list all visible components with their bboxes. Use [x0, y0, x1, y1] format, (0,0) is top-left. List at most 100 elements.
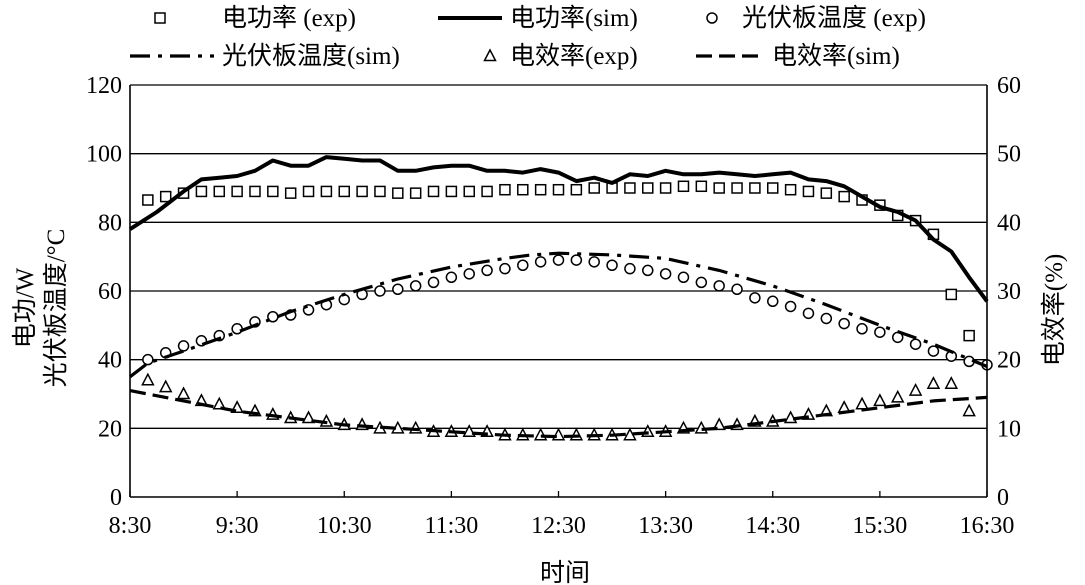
series-marker-0: [767, 182, 779, 194]
series-marker-2: [463, 268, 475, 280]
series-marker-0: [963, 329, 975, 342]
series-marker-0: [249, 185, 261, 198]
series-marker-0: [517, 183, 529, 196]
series-marker-2: [838, 317, 850, 330]
legend-label: 电效率(exp): [510, 42, 638, 70]
series-marker-4: [212, 396, 227, 410]
series-marker-0: [677, 180, 690, 193]
series-marker-0: [284, 187, 297, 199]
series-marker-0: [749, 182, 761, 194]
series-marker-2: [481, 264, 493, 277]
series-marker-2: [624, 262, 636, 275]
series-marker-2: [552, 254, 565, 266]
series-marker-2: [820, 312, 833, 325]
series-marker-4: [533, 427, 548, 441]
series-marker-4: [141, 372, 155, 386]
series-marker-2: [802, 307, 815, 320]
series-marker-2: [909, 338, 922, 350]
series-marker-2: [445, 271, 458, 284]
y-left-tick-label: 100: [86, 142, 122, 168]
series-marker-2: [517, 259, 529, 271]
series-marker-2: [570, 254, 583, 266]
series-marker-0: [570, 183, 583, 196]
y-right-tick-label: 10: [997, 416, 1021, 442]
series-marker-2: [927, 345, 940, 357]
y-axis-right-title: 电效率(%): [1040, 254, 1068, 366]
series-marker-0: [302, 185, 315, 198]
series-marker-2: [588, 256, 600, 268]
series-marker-0: [713, 182, 725, 194]
series-marker-0: [427, 185, 440, 198]
series-marker-4: [712, 417, 726, 431]
series-marker-0: [213, 185, 226, 198]
legend-label: 电效率(sim): [772, 42, 900, 70]
legend-label: 光伏板温度 (exp): [742, 4, 926, 32]
series-marker-0: [445, 185, 458, 198]
legend-swatch-marker: [483, 48, 497, 62]
y-left-tick-label: 60: [98, 279, 122, 305]
series-marker-0: [231, 185, 243, 198]
series-marker-2: [695, 276, 708, 289]
series-marker-0: [195, 185, 208, 198]
x-tick-label: 9:30: [216, 513, 259, 539]
legend-label: 光伏板温度(sim): [222, 42, 400, 70]
series-marker-0: [588, 182, 600, 194]
series-marker-0: [338, 185, 350, 198]
legend-label: 电功率(sim): [510, 4, 638, 32]
x-tick-label: 8:30: [109, 513, 152, 539]
legend-label: 电功率 (exp): [222, 4, 356, 32]
x-tick-label: 13:30: [638, 513, 693, 539]
series-marker-2: [374, 285, 386, 297]
x-tick-label: 11:30: [424, 513, 478, 539]
series-marker-4: [408, 420, 423, 434]
x-tick-label: 10:30: [317, 513, 372, 539]
series-marker-0: [267, 185, 279, 198]
series-marker-2: [874, 326, 886, 338]
series-marker-2: [767, 295, 779, 308]
series-marker-0: [820, 187, 833, 199]
series-marker-0: [374, 185, 386, 198]
series-marker-4: [551, 427, 566, 441]
series-marker-2: [534, 256, 547, 268]
series-marker-4: [855, 396, 869, 410]
series-marker-2: [606, 259, 618, 271]
y-right-tick-label: 0: [997, 485, 1009, 511]
x-tick-label: 15:30: [853, 513, 908, 539]
series-marker-2: [856, 323, 868, 335]
series-marker-2: [409, 280, 422, 292]
series-marker-2: [677, 271, 690, 284]
y-left-tick-label: 20: [98, 416, 122, 442]
series-marker-4: [158, 379, 173, 393]
series-marker-2: [731, 283, 743, 296]
y-right-tick-label: 60: [997, 73, 1021, 99]
series-marker-4: [908, 382, 923, 396]
grid-lines: [130, 84, 987, 429]
series-marker-0: [159, 190, 172, 203]
y-right-tick-label: 30: [997, 279, 1021, 305]
series-marker-2: [659, 268, 672, 280]
series-marker-0: [642, 182, 654, 194]
series-marker-4: [962, 403, 976, 417]
series-marker-4: [569, 427, 584, 441]
series-marker-0: [499, 183, 511, 196]
series-marker-0: [945, 288, 958, 301]
legend-swatch-marker: [706, 12, 718, 24]
series-line-3: [129, 251, 988, 379]
series-marker-0: [356, 185, 368, 198]
series-marker-2: [784, 300, 797, 313]
series-marker-4: [301, 410, 316, 424]
series-marker-4: [890, 389, 905, 403]
y-axis-left-title-line1: 电功/W: [11, 267, 39, 348]
axes: 0 20 40 60 80 100 120 0 10 20 30 40 50 60 8:30 9:30 10:3…: [86, 73, 1021, 539]
series-marker-0: [534, 183, 547, 196]
y-right-tick-label: 20: [997, 348, 1021, 374]
series-marker-0: [392, 187, 404, 199]
legend-swatch-marker: [154, 12, 166, 24]
series-marker-0: [731, 182, 743, 194]
x-tick-label: 16:30: [960, 513, 1015, 539]
y-right-tick-label: 50: [997, 142, 1021, 168]
series-marker-0: [463, 185, 475, 198]
series-marker-4: [694, 420, 709, 434]
series-marker-0: [481, 185, 493, 198]
